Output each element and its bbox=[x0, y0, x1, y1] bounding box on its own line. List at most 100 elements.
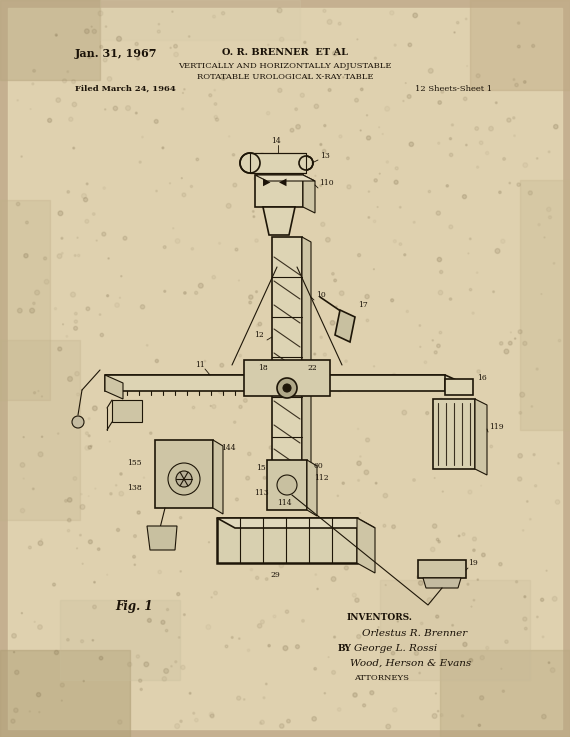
Circle shape bbox=[253, 211, 254, 212]
Circle shape bbox=[300, 93, 304, 97]
Circle shape bbox=[266, 683, 267, 685]
Circle shape bbox=[314, 547, 316, 549]
Circle shape bbox=[278, 88, 282, 92]
Circle shape bbox=[100, 333, 104, 337]
Circle shape bbox=[21, 156, 22, 157]
Circle shape bbox=[392, 373, 396, 377]
Circle shape bbox=[175, 458, 177, 459]
Circle shape bbox=[38, 541, 43, 545]
Polygon shape bbox=[335, 310, 355, 342]
Circle shape bbox=[255, 290, 258, 293]
Circle shape bbox=[188, 450, 193, 455]
Circle shape bbox=[92, 406, 97, 411]
Text: 12 Sheets-Sheet 1: 12 Sheets-Sheet 1 bbox=[415, 85, 492, 93]
Circle shape bbox=[542, 636, 544, 638]
Circle shape bbox=[267, 44, 269, 46]
Circle shape bbox=[154, 119, 158, 123]
Text: O. R. BRENNER  ET AL: O. R. BRENNER ET AL bbox=[222, 48, 348, 57]
Circle shape bbox=[107, 295, 109, 297]
Circle shape bbox=[237, 696, 241, 700]
Circle shape bbox=[60, 683, 64, 687]
Circle shape bbox=[399, 242, 402, 245]
Circle shape bbox=[285, 300, 290, 305]
Circle shape bbox=[194, 291, 198, 294]
Circle shape bbox=[64, 500, 67, 502]
Circle shape bbox=[75, 312, 77, 315]
Polygon shape bbox=[267, 460, 307, 510]
Circle shape bbox=[102, 232, 106, 236]
Circle shape bbox=[462, 533, 465, 536]
Circle shape bbox=[296, 125, 300, 129]
Circle shape bbox=[442, 491, 443, 492]
Circle shape bbox=[420, 346, 421, 347]
Circle shape bbox=[428, 565, 433, 570]
Circle shape bbox=[515, 83, 518, 87]
Text: 12: 12 bbox=[254, 331, 264, 339]
Circle shape bbox=[189, 692, 191, 694]
Circle shape bbox=[448, 580, 449, 581]
Polygon shape bbox=[105, 375, 445, 391]
Circle shape bbox=[393, 708, 397, 712]
Circle shape bbox=[367, 136, 370, 140]
Circle shape bbox=[158, 24, 160, 25]
Circle shape bbox=[495, 102, 497, 104]
Circle shape bbox=[432, 713, 437, 719]
Circle shape bbox=[437, 710, 439, 712]
Circle shape bbox=[370, 649, 372, 651]
Circle shape bbox=[324, 125, 326, 127]
Circle shape bbox=[441, 91, 443, 93]
Circle shape bbox=[426, 411, 429, 415]
Circle shape bbox=[23, 478, 24, 479]
Circle shape bbox=[476, 74, 480, 77]
Circle shape bbox=[296, 338, 301, 343]
Polygon shape bbox=[244, 360, 330, 396]
Circle shape bbox=[370, 691, 374, 695]
Circle shape bbox=[424, 361, 427, 363]
Circle shape bbox=[26, 221, 28, 224]
Circle shape bbox=[285, 237, 290, 241]
Polygon shape bbox=[155, 440, 213, 508]
Circle shape bbox=[17, 99, 18, 101]
Polygon shape bbox=[433, 399, 475, 469]
Circle shape bbox=[239, 543, 241, 545]
Circle shape bbox=[182, 193, 186, 197]
Circle shape bbox=[349, 535, 353, 539]
Circle shape bbox=[28, 546, 31, 549]
Circle shape bbox=[515, 338, 516, 339]
Circle shape bbox=[196, 158, 199, 161]
Text: 138: 138 bbox=[127, 484, 142, 492]
Circle shape bbox=[386, 724, 390, 729]
Circle shape bbox=[373, 269, 374, 270]
Circle shape bbox=[82, 194, 87, 198]
Circle shape bbox=[284, 548, 285, 550]
Circle shape bbox=[269, 446, 272, 449]
Circle shape bbox=[372, 676, 374, 678]
Circle shape bbox=[458, 535, 460, 537]
Circle shape bbox=[58, 433, 59, 434]
Circle shape bbox=[123, 237, 127, 240]
Circle shape bbox=[409, 142, 414, 147]
Circle shape bbox=[235, 248, 238, 251]
Circle shape bbox=[437, 257, 442, 262]
Circle shape bbox=[279, 724, 284, 728]
Circle shape bbox=[249, 301, 251, 304]
Circle shape bbox=[73, 147, 75, 149]
Circle shape bbox=[243, 399, 247, 402]
Circle shape bbox=[419, 325, 421, 326]
Circle shape bbox=[473, 537, 477, 541]
Circle shape bbox=[378, 630, 379, 631]
Circle shape bbox=[86, 183, 88, 185]
Circle shape bbox=[119, 492, 124, 496]
Text: 11: 11 bbox=[195, 361, 205, 369]
Circle shape bbox=[463, 643, 467, 646]
Circle shape bbox=[214, 116, 218, 119]
Circle shape bbox=[347, 185, 351, 189]
Circle shape bbox=[181, 666, 185, 669]
Circle shape bbox=[467, 455, 469, 457]
Circle shape bbox=[278, 435, 280, 438]
Circle shape bbox=[367, 115, 368, 116]
Circle shape bbox=[270, 557, 272, 559]
Circle shape bbox=[92, 605, 96, 609]
Circle shape bbox=[260, 153, 264, 158]
Circle shape bbox=[77, 237, 78, 238]
